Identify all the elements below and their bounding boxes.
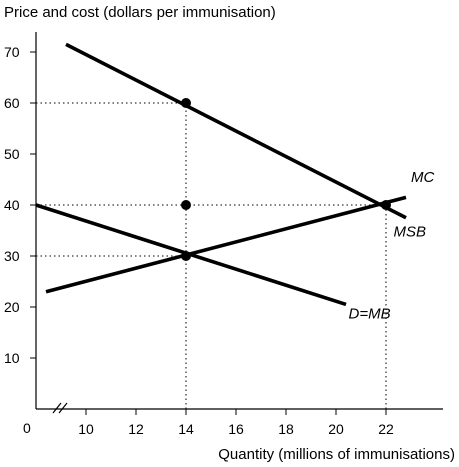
y-tick-label-30: 30 (4, 248, 20, 264)
guide-lines (36, 102, 387, 409)
y-tick-label-60: 60 (4, 95, 20, 111)
x-tick-label-12: 12 (128, 421, 144, 437)
x-ticks: 10 12 14 16 18 20 22 (78, 409, 394, 437)
x-tick-label-18: 18 (278, 421, 294, 437)
point-1 (181, 200, 191, 210)
curves (35, 42, 407, 307)
y-tick-label-40: 40 (4, 197, 20, 213)
curve-labels: MC MSB D=MB (349, 169, 435, 323)
x-tick-label-14: 14 (178, 421, 194, 437)
x-tick-label-10: 10 (78, 421, 94, 437)
y-axis-title: Price and cost (dollars per immunisation… (4, 4, 276, 21)
y-tick-label-20: 20 (4, 299, 20, 315)
x-tick-label-20: 20 (328, 421, 344, 437)
point-0 (181, 98, 191, 108)
curve-label-mc: MC (411, 169, 434, 186)
y-tick-label-50: 50 (4, 146, 20, 162)
y-tick-label-10: 10 (4, 350, 20, 366)
x-tick-label-22: 22 (378, 421, 394, 437)
curve-msb (65, 42, 407, 220)
x-axis-title: Quantity (millions of immunisations) (218, 446, 455, 463)
origin-label: 0 (23, 420, 31, 436)
curve-mc (45, 195, 407, 294)
points (181, 98, 391, 261)
x-tick-label-16: 16 (228, 421, 244, 437)
point-2 (181, 251, 191, 261)
curve-label-d-mb: D=MB (349, 306, 391, 323)
y-ticks: 10 20 30 40 50 60 70 (4, 44, 36, 366)
curve-label-msb: MSB (394, 224, 427, 241)
point-3 (381, 200, 391, 210)
y-tick-label-70: 70 (4, 44, 20, 60)
curve-d-mb (35, 203, 347, 307)
axis-break-mark (52, 402, 68, 414)
